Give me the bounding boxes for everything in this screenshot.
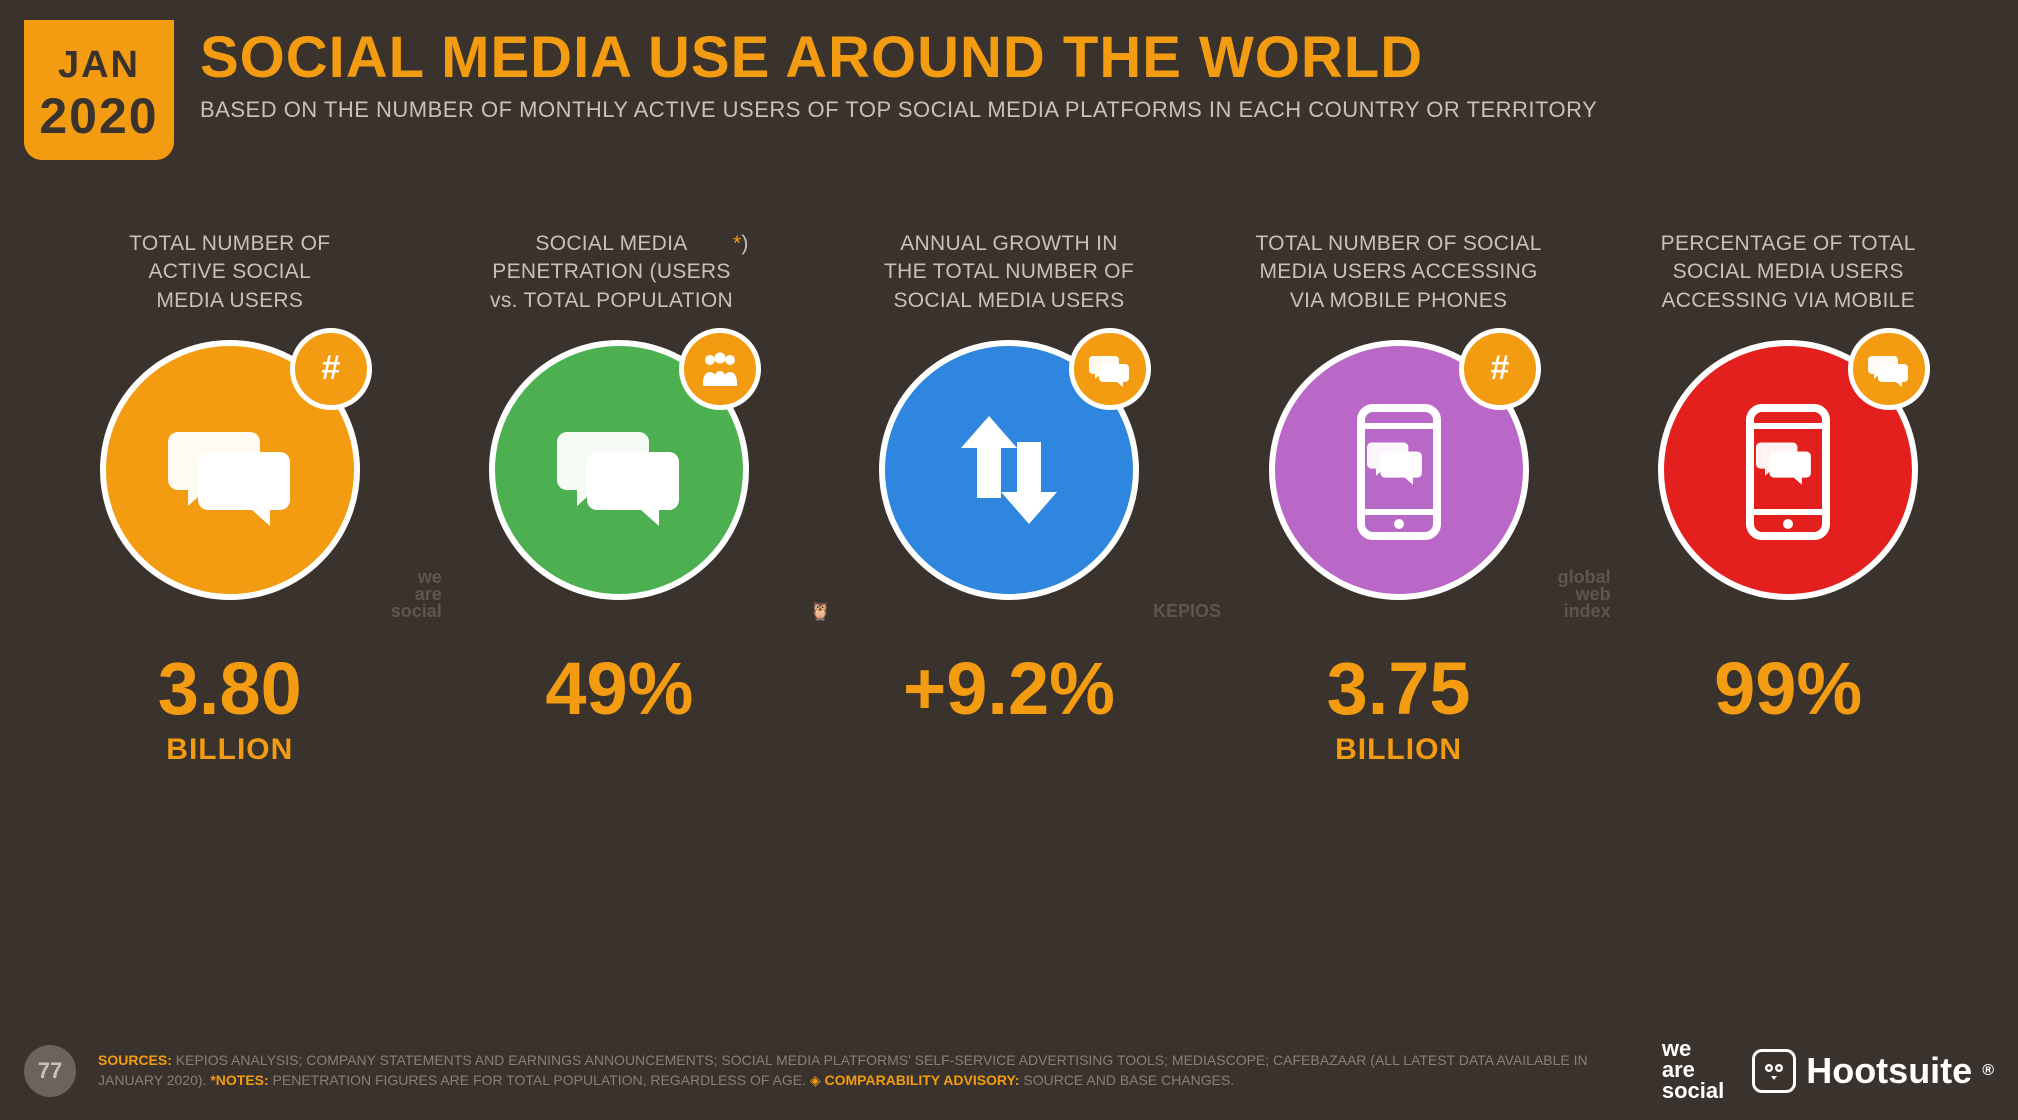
registered-mark: ®	[1982, 1062, 1994, 1080]
stat-icon-wrap: 🦉	[489, 340, 749, 600]
notes-label: *NOTES:	[210, 1072, 268, 1088]
stat-label: TOTAL NUMBER OF SOCIALMEDIA USERS ACCESS…	[1247, 230, 1549, 322]
stat-card: PERCENTAGE OF TOTALSOCIAL MEDIA USERSACC…	[1598, 230, 1978, 767]
stat-icon-wrap: #we are social	[100, 340, 360, 600]
hootsuite-logo: Hootsuite ®	[1752, 1049, 1994, 1093]
stat-value: +9.2%	[903, 646, 1115, 731]
stat-mini-badge-icon: #	[1459, 328, 1541, 410]
stat-icon-wrap: KEPIOS	[879, 340, 1139, 600]
owl-icon	[1752, 1049, 1796, 1093]
stat-mini-badge-icon	[1069, 328, 1151, 410]
svg-text:#: #	[321, 349, 340, 387]
diamond-icon: ◈	[810, 1072, 825, 1088]
footer-logos: we are social Hootsuite ®	[1662, 1039, 1994, 1102]
stat-card: SOCIAL MEDIAPENETRATION (USERSvs. TOTAL …	[430, 230, 810, 767]
advisory-label: COMPARABILITY ADVISORY:	[825, 1072, 1020, 1088]
stat-value: 49%	[545, 646, 693, 731]
header: SOCIAL MEDIA USE AROUND THE WORLD BASED …	[200, 24, 1978, 123]
stat-label: ANNUAL GROWTH INTHE TOTAL NUMBER OFSOCIA…	[876, 230, 1142, 322]
page-number: 77	[24, 1045, 76, 1097]
stat-label: TOTAL NUMBER OFACTIVE SOCIALMEDIA USERS	[121, 230, 338, 322]
stat-value: 3.80	[158, 646, 302, 731]
stat-mini-badge-icon: #	[290, 328, 372, 410]
notes-text: PENETRATION FIGURES ARE FOR TOTAL POPULA…	[269, 1072, 810, 1088]
footer: 77 SOURCES: KEPIOS ANALYSIS; COMPANY STA…	[24, 1039, 1994, 1102]
date-year: 2020	[24, 87, 174, 145]
stat-card: TOTAL NUMBER OFACTIVE SOCIALMEDIA USERS …	[40, 230, 420, 767]
stat-unit: BILLION	[166, 733, 293, 767]
stat-unit: BILLION	[1335, 733, 1462, 767]
stat-label: PERCENTAGE OF TOTALSOCIAL MEDIA USERSACC…	[1653, 230, 1924, 322]
we-are-social-logo: we are social	[1662, 1039, 1724, 1102]
stats-row: TOTAL NUMBER OFACTIVE SOCIALMEDIA USERS …	[40, 230, 1978, 767]
stat-card: ANNUAL GROWTH INTHE TOTAL NUMBER OFSOCIA…	[819, 230, 1199, 767]
sources-label: SOURCES:	[98, 1052, 172, 1068]
stat-mini-badge-icon	[1848, 328, 1930, 410]
stat-value: 3.75	[1327, 646, 1471, 731]
advisory-text: SOURCE AND BASE CHANGES.	[1019, 1072, 1234, 1088]
stat-icon-wrap	[1658, 340, 1918, 600]
svg-text:#: #	[1490, 349, 1509, 387]
stat-value: 99%	[1714, 646, 1862, 731]
page-title: SOCIAL MEDIA USE AROUND THE WORLD	[200, 24, 1978, 91]
date-month: JAN	[24, 44, 174, 87]
stat-card: TOTAL NUMBER OF SOCIALMEDIA USERS ACCESS…	[1209, 230, 1589, 767]
page-subtitle: BASED ON THE NUMBER OF MONTHLY ACTIVE US…	[200, 97, 1978, 123]
footer-text: SOURCES: KEPIOS ANALYSIS; COMPANY STATEM…	[98, 1051, 1640, 1090]
stat-icon-wrap: #global web index	[1269, 340, 1529, 600]
stat-label: SOCIAL MEDIAPENETRATION (USERSvs. TOTAL …	[482, 230, 757, 322]
date-badge: JAN 2020	[24, 20, 174, 160]
hootsuite-text: Hootsuite	[1806, 1050, 1972, 1092]
stat-mini-badge-icon	[679, 328, 761, 410]
